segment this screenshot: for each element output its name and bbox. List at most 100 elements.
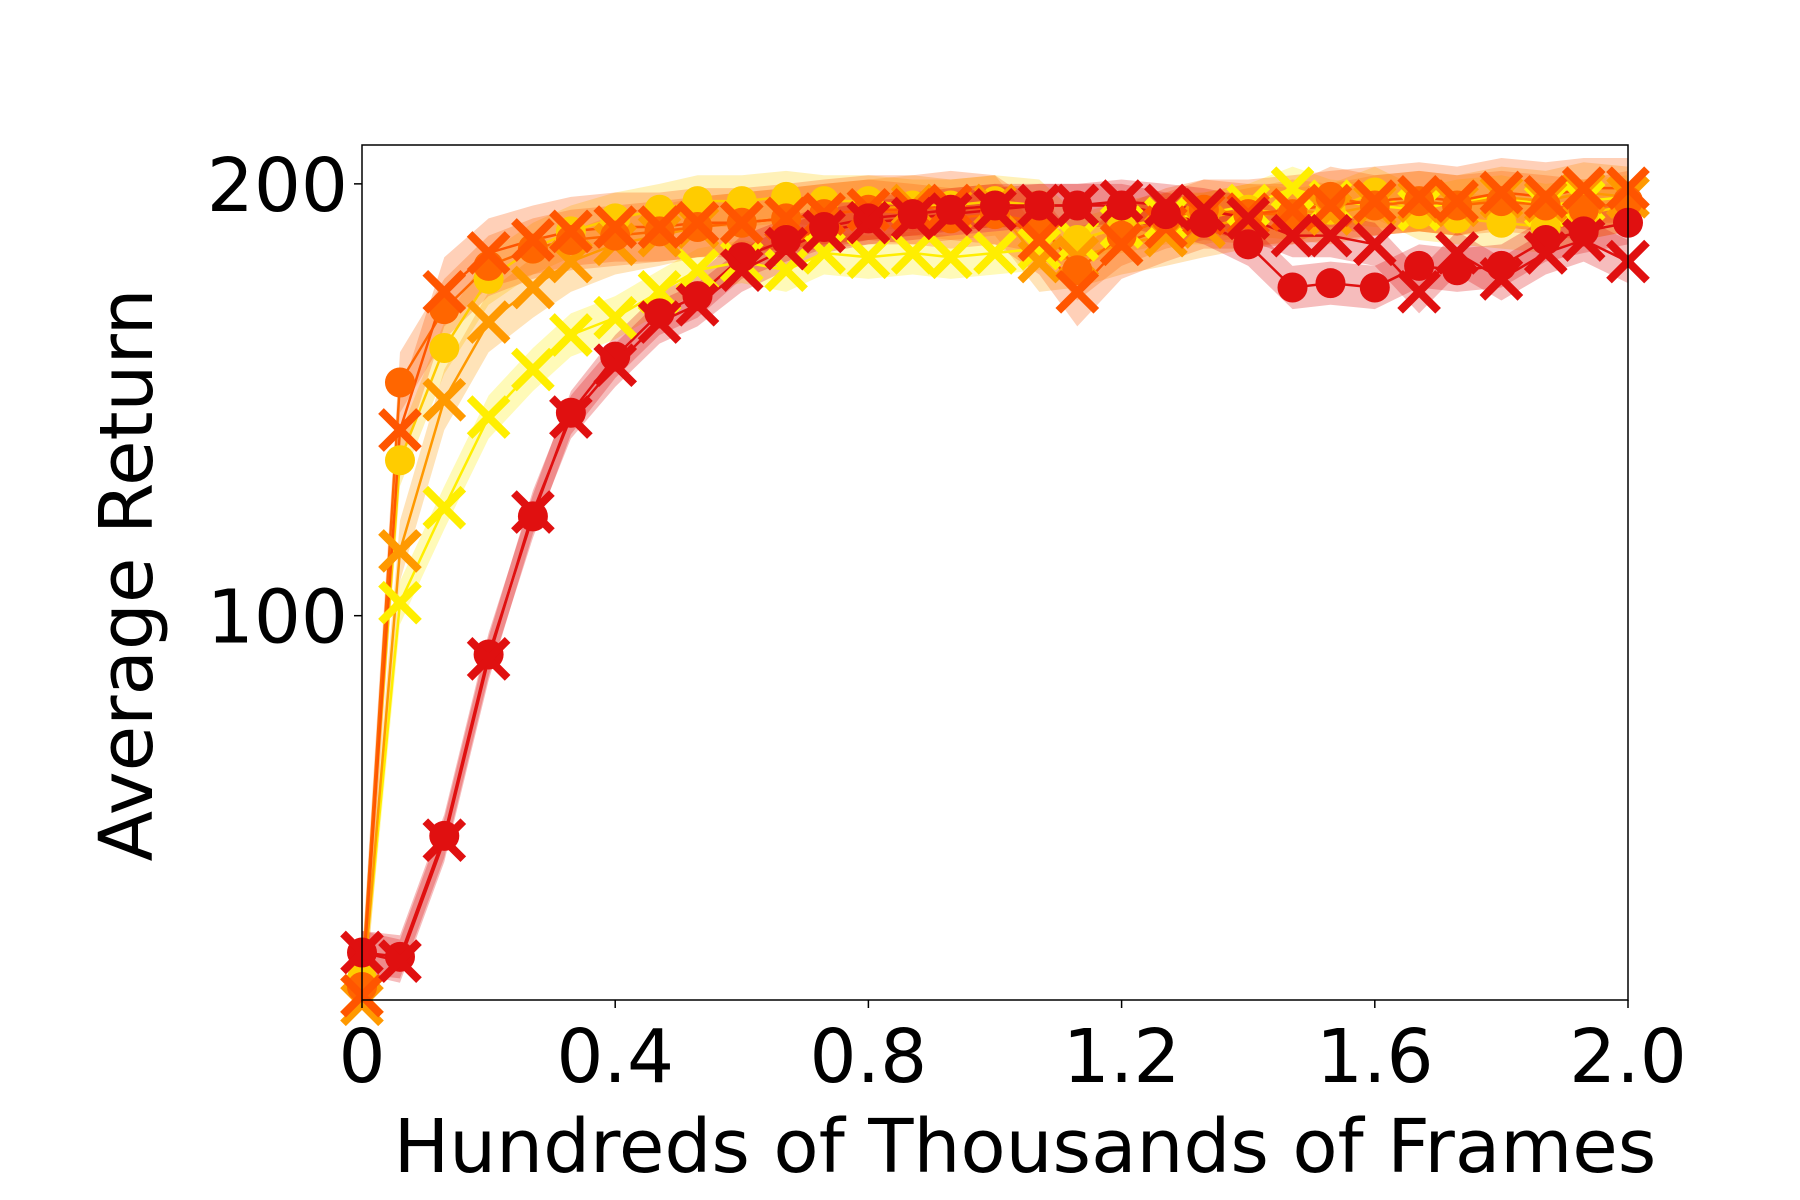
series-4-point: [593, 205, 638, 249]
series-5-point: [600, 341, 631, 372]
series-4-point: [1561, 166, 1606, 211]
series-5-point: [1404, 250, 1435, 281]
series-4-point: [378, 408, 422, 452]
series-6-point: [511, 490, 555, 534]
series-4-point: [422, 269, 467, 314]
series-3-point: [1486, 186, 1517, 217]
series-6-point: [973, 187, 1017, 232]
series-1-point: [726, 186, 757, 217]
series-6-point: [1099, 179, 1144, 223]
series-6-point: [1352, 222, 1397, 267]
series-0-point: [1017, 226, 1062, 271]
series-3-point: [600, 220, 631, 251]
series-3-point: [1106, 220, 1137, 251]
series-0-point: [378, 580, 422, 625]
series-0-point: [466, 395, 511, 439]
series-5-point: [1277, 272, 1308, 303]
series-2-line: [362, 191, 1629, 1000]
series-4-point: [1099, 222, 1144, 267]
series-3-point: [1062, 255, 1093, 286]
series-1-point: [429, 332, 460, 363]
series-5-point: [1359, 272, 1390, 303]
series-6-point: [890, 196, 935, 241]
series-0-point: [675, 248, 720, 293]
series-6-point: [1144, 183, 1188, 228]
x-axis-ticks: 0 0.4 0.8 1.2 1.6 2.0: [338, 1000, 1687, 1100]
series-5-point: [1150, 199, 1181, 230]
y-tick-label: 100: [207, 575, 348, 661]
series-4-point: [511, 218, 555, 262]
x-axis-label: Hundreds of Thousands of Frames: [394, 1104, 1657, 1190]
series-0-point: [846, 235, 891, 280]
x-tick-label: 1.2: [1063, 1014, 1181, 1100]
series-4-point: [549, 209, 593, 254]
series-6-point: [1561, 218, 1606, 262]
series-4-point: [1397, 174, 1441, 219]
series-6-point: [422, 818, 467, 863]
series-1-point: [771, 181, 802, 212]
series-3-point: [555, 225, 586, 255]
series-4-point: [719, 200, 764, 245]
series-6-point: [1017, 183, 1062, 228]
series-0-point: [593, 295, 638, 340]
series-5-point: [1568, 216, 1599, 247]
series-4-point: [1523, 174, 1568, 219]
series-6-point: [593, 343, 638, 388]
series-6-point: [846, 200, 891, 245]
series-6-point: [764, 226, 808, 271]
series-3-point: [517, 233, 548, 264]
series-6-point: [549, 395, 593, 439]
y-axis-ticks: 100 200: [207, 143, 362, 661]
series-6-point: [1308, 213, 1353, 258]
series-2-point: [378, 529, 422, 573]
series-6-point: [378, 939, 422, 983]
series-3-point: [384, 367, 415, 398]
x-tick-label: 0.8: [810, 1014, 928, 1100]
y-tick-label: 200: [207, 143, 348, 229]
series-5-point: [644, 298, 675, 329]
series-5-point: [771, 225, 802, 255]
series-4-point: [1435, 179, 1479, 223]
series-1-point: [1486, 207, 1517, 238]
series-5-point: [1315, 268, 1346, 299]
series-2-point: [422, 377, 467, 422]
series-6-point: [1397, 269, 1441, 314]
series-0-point: [511, 347, 555, 392]
series-4-band: [362, 157, 1628, 1000]
series-4-point: [1479, 170, 1524, 215]
confidence-bands: [362, 157, 1628, 1000]
series-3-point: [1568, 194, 1599, 225]
series-5-point: [682, 281, 713, 312]
series-6-line: [362, 199, 1629, 963]
series-6-point: [1523, 231, 1568, 275]
series-5-point: [1233, 229, 1264, 260]
series-4-point: [637, 205, 682, 249]
series-2-point: [511, 265, 555, 310]
x-tick-label: 1.6: [1316, 1014, 1434, 1100]
series-4-point: [1352, 179, 1397, 223]
series-0-point: [549, 313, 593, 357]
series-6-point: [1270, 213, 1315, 258]
series-6-point: [928, 192, 973, 236]
series-2-point: [466, 300, 511, 344]
series-6-point: [1182, 187, 1226, 232]
plot-frame: [361, 144, 1629, 1001]
y-axis-label: Average Return: [84, 289, 170, 862]
series-0-point: [422, 485, 467, 530]
series-1-point: [384, 445, 415, 476]
series-6-point: [1435, 231, 1479, 275]
series-3-line: [362, 195, 1629, 988]
series-6-point: [719, 248, 764, 293]
series-4-point: [1017, 218, 1062, 262]
series-3-point: [1530, 190, 1561, 221]
series-6-point: [1226, 196, 1271, 241]
series-0-point: [928, 235, 973, 280]
series-0-point: [973, 231, 1017, 275]
x-tick-label: 0: [338, 1014, 385, 1100]
x-tick-label: 2.0: [1569, 1014, 1687, 1100]
series-4-point: [675, 200, 720, 245]
x-tick-label: 0.4: [556, 1014, 674, 1100]
series-4-point: [466, 231, 511, 275]
